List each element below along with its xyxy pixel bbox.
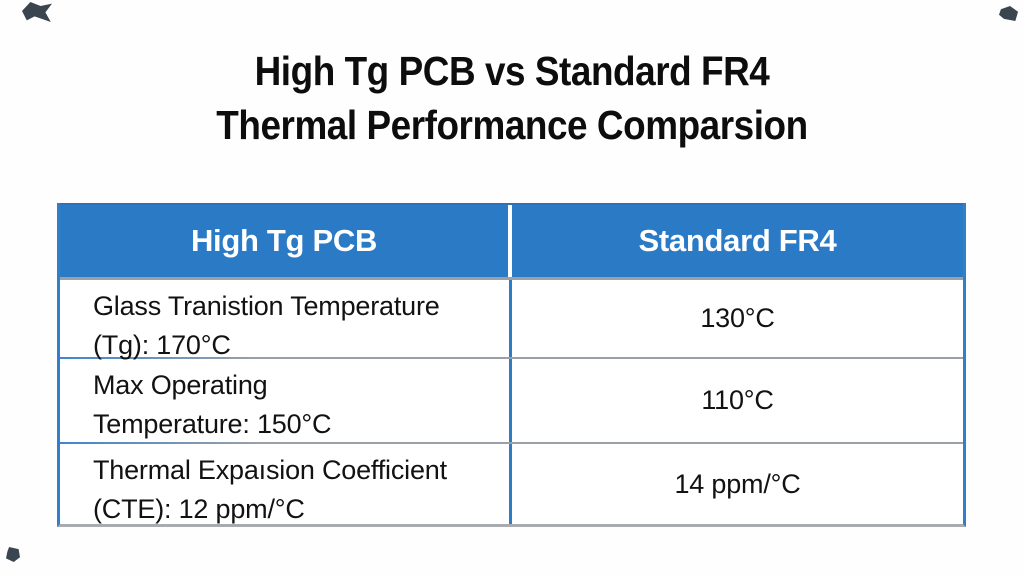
value-cell: 130°C (700, 303, 775, 333)
parameter-text-line: Temperature: 150°C (93, 409, 332, 439)
comparison-table: High Tg PCB Standard FR4 Glass Tranistio… (57, 203, 966, 527)
parameter-text-line: Max Operating (93, 370, 268, 400)
table-row-glass-transition: Glass Tranistion Temperature (Tg): 170°C… (60, 277, 963, 360)
value-cell: 14 ppm/°C (674, 468, 801, 499)
column-header-high-tg-pcb: High Tg PCB (60, 205, 512, 277)
parameter-cell: Max Operating Temperature: 150°C (60, 359, 512, 442)
page-title-line-2: Thermal Performance Comparsion (216, 102, 808, 148)
parameter-text-line: (Tg): 170°C (93, 330, 231, 360)
parameter-text-line: Glass Tranistion Temperature (93, 291, 440, 321)
parameter-text-line: Thermal Expaısion Coefficient (93, 455, 447, 485)
ink-smudge-top-left-icon (22, 2, 52, 22)
table-row-cte: Thermal Expaısion Coefficient (CTE): 12 … (60, 442, 963, 524)
table-header-row: High Tg PCB Standard FR4 (60, 203, 963, 277)
parameter-text-line: (CTE): 12 ppm/°C (93, 494, 305, 524)
column-header-standard-fr4: Standard FR4 (638, 223, 837, 258)
table-row-max-operating-temp: Max Operating Temperature: 150°C 110°C (60, 357, 963, 442)
ink-smudge-top-right-icon (999, 6, 1018, 21)
parameter-cell: Thermal Expaısion Coefficient (CTE): 12 … (60, 444, 512, 524)
parameter-cell: Glass Tranistion Temperature (Tg): 170°C (60, 280, 512, 360)
value-cell: 110°C (701, 385, 774, 415)
page-title: High Tg PCB vs Standard FR4 Thermal Perf… (0, 44, 1024, 152)
ink-smudge-bottom-left-icon (6, 547, 20, 562)
page-title-line-1: High Tg PCB vs Standard FR4 (254, 48, 770, 94)
